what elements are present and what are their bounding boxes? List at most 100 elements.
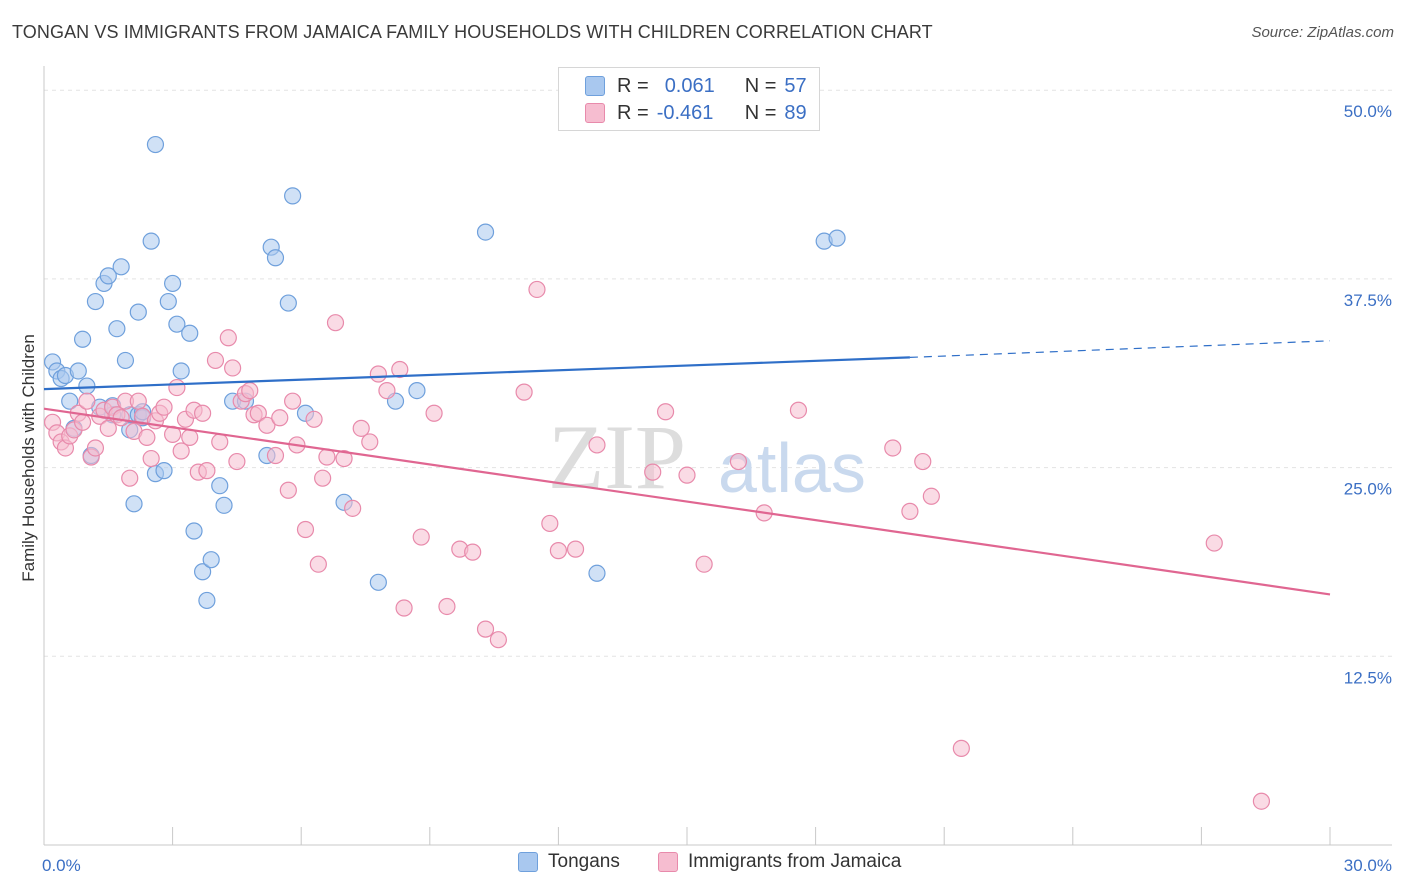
series-label-tongans: Tongans	[548, 851, 620, 872]
series-legend-tongans[interactable]: Tongans	[518, 851, 620, 873]
axes	[43, 66, 1392, 846]
jamaica-point	[541, 514, 559, 533]
x-tick-label: 0.0%	[42, 856, 81, 875]
x-tick-label: 30.0%	[1344, 856, 1392, 875]
jamaica-point	[155, 398, 173, 416]
tongan-point	[215, 496, 233, 514]
tongan-point	[142, 232, 160, 250]
jamaica-point	[914, 452, 932, 471]
jamaica-point	[549, 542, 568, 560]
jamaica-point	[249, 404, 267, 422]
series-legend: Tongans Immigrants from Jamaica	[0, 851, 1406, 879]
legend-row-tongans: R = 0.061 N = 57	[585, 73, 807, 99]
jamaica-trend-line	[43, 407, 1331, 596]
jamaica-point	[99, 419, 117, 437]
tongan-point	[476, 223, 495, 241]
legend-n-label: N =	[744, 74, 777, 97]
tongan-point	[828, 229, 846, 247]
tongan-point	[125, 495, 143, 513]
jamaica-point	[695, 555, 713, 573]
y-tick-label: 12.5%	[1344, 668, 1392, 687]
tongan-point	[146, 135, 165, 154]
jamaica-point	[241, 382, 259, 400]
series-legend-jamaica[interactable]: Immigrants from Jamaica	[658, 851, 901, 873]
jamaica-point	[352, 419, 370, 437]
jamaica-point	[198, 462, 216, 480]
jamaica-point	[326, 314, 345, 332]
jamaica-point	[172, 442, 190, 460]
jamaica-point	[678, 466, 696, 484]
jamaica-point	[369, 365, 387, 383]
tongan-point	[78, 377, 96, 395]
tongan-point	[284, 187, 302, 205]
jamaica-point	[489, 631, 507, 649]
jamaica-point	[181, 428, 199, 447]
jamaica-point	[922, 487, 940, 505]
jamaica-point	[588, 436, 606, 454]
tongan-point	[202, 551, 220, 569]
jamaica-point	[729, 452, 748, 471]
legend-n-value: 57	[784, 74, 807, 97]
jamaica-point	[284, 392, 302, 410]
jamaica-point	[168, 378, 186, 397]
jamaica-point	[884, 439, 902, 457]
legend-r-label: R =	[617, 74, 649, 97]
jamaica-point	[789, 401, 808, 419]
tongan-point	[266, 249, 285, 267]
tongan-point	[73, 330, 92, 348]
tongan-point	[172, 362, 190, 380]
jamaica-point	[266, 446, 285, 465]
legend-r-value: 0.061	[664, 74, 715, 97]
series-swatch-tongans	[518, 852, 538, 872]
jamaica-point	[528, 280, 546, 299]
tongan-point	[99, 267, 117, 285]
jamaica-point	[344, 499, 362, 517]
legend-n-label: N =	[744, 101, 777, 124]
jamaica-point	[901, 502, 919, 520]
y-tick-label: 25.0%	[1344, 480, 1392, 499]
chart-title: TONGAN VS IMMIGRANTS FROM JAMAICA FAMILY…	[12, 22, 933, 42]
tongan-point	[108, 320, 126, 338]
jamaica-point	[206, 351, 225, 370]
jamaica-point	[73, 413, 92, 431]
tongan-point	[155, 462, 173, 480]
jamaica-point	[644, 463, 662, 481]
tongan-trend-line	[43, 356, 910, 391]
tongan-point	[198, 591, 216, 610]
jamaica-point	[464, 543, 482, 561]
tongan-point	[408, 382, 426, 400]
jamaica-point	[1205, 534, 1223, 552]
tongan-point	[86, 292, 105, 311]
tongan-point	[116, 351, 135, 370]
jamaica-point	[391, 360, 409, 379]
jamaica-point	[566, 540, 585, 558]
legend-r-label: R =	[617, 101, 649, 124]
jamaica-point	[438, 597, 456, 616]
gridlines	[44, 89, 1392, 657]
chart-source: Source: ZipAtlas.com	[1251, 24, 1394, 41]
tongan-point	[211, 477, 229, 495]
jamaica-point	[211, 433, 229, 451]
tongan-point	[279, 294, 297, 312]
y-tick-label: 37.5%	[1344, 291, 1392, 310]
jamaica-point	[412, 528, 430, 546]
legend-r-value: -0.461	[656, 101, 714, 124]
jamaica-point	[112, 409, 130, 427]
jamaica-point	[86, 439, 105, 457]
jamaica-point	[279, 481, 297, 499]
tongan-trend-extension	[909, 340, 1331, 358]
jamaica-point	[952, 739, 970, 757]
jamaica-point	[1252, 792, 1271, 810]
jamaica-point	[138, 428, 156, 447]
data-points	[43, 135, 1271, 810]
axis-labels: 12.5% 25.0% 37.5% 50.0% 0.0% 30.0%	[42, 102, 1392, 875]
jamaica-point	[361, 433, 379, 451]
jamaica-point	[224, 359, 242, 377]
jamaica-point	[476, 620, 495, 638]
tongan-point	[369, 573, 387, 591]
tongan-point	[181, 324, 199, 342]
watermark: ZIP atlas	[548, 406, 866, 508]
y-axis-label: Family Households with Children	[19, 334, 38, 582]
jamaica-point	[228, 452, 246, 471]
